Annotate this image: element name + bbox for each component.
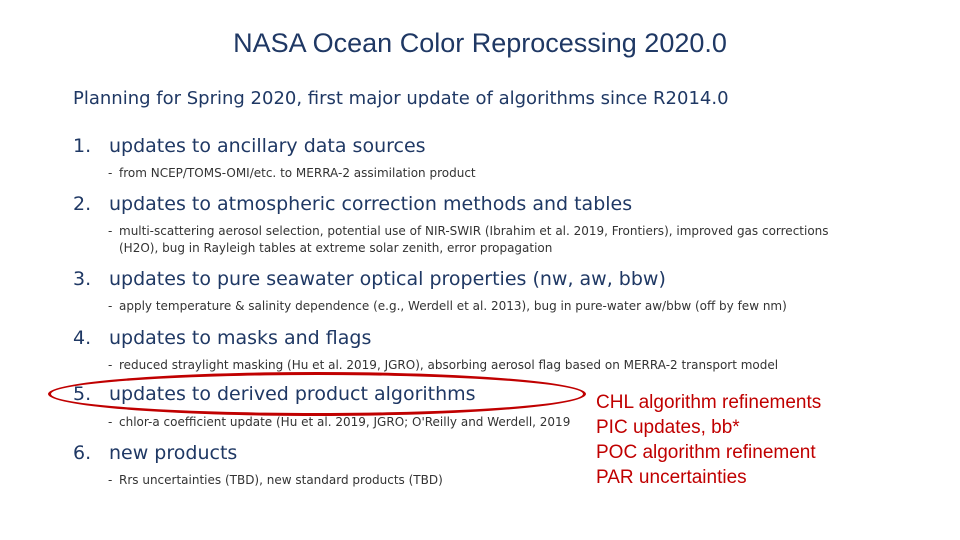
sub-item-5: - chlor-a coefficient update (Hu et al. 2… <box>108 414 570 431</box>
callout-line-pic: PIC updates, bb* <box>596 417 740 438</box>
item-number: 4. <box>73 327 92 349</box>
item-label: updates to ancillary data sources <box>109 135 426 157</box>
item-number: 5. <box>73 383 92 405</box>
sub-item-text-continued: (H2O), bug in Rayleigh tables at extreme… <box>119 241 553 255</box>
bullet-dash: - <box>108 166 113 180</box>
sub-item-text: multi-scattering aerosol selection, pote… <box>119 224 829 238</box>
intro-text: Planning for Spring 2020, first major up… <box>73 88 729 109</box>
item-number: 2. <box>73 193 92 215</box>
list-item-4: 4. updates to masks and flags <box>73 327 371 349</box>
callout-box: CHL algorithm refinements PIC updates, b… <box>596 390 821 490</box>
item-label: updates to derived product algorithms <box>109 383 476 405</box>
sub-item-text: reduced straylight masking (Hu et al. 20… <box>119 358 779 372</box>
sub-item-text: chlor-a coefficient update (Hu et al. 20… <box>119 415 571 429</box>
bullet-dash: - <box>108 358 113 372</box>
item-label: updates to masks and flags <box>109 327 372 349</box>
item-number: 6. <box>73 442 92 464</box>
bullet-dash: - <box>108 224 113 238</box>
item-label: new products <box>109 442 238 464</box>
list-item-3: 3. updates to pure seawater optical prope… <box>73 268 666 290</box>
callout-line-poc: POC algorithm refinement <box>596 442 816 463</box>
sub-item-6: - Rrs uncertainties (TBD), new standard p… <box>108 472 443 489</box>
callout-line-chl: CHL algorithm refinements <box>596 392 822 413</box>
sub-item-2: - multi-scattering aerosol selection, pot… <box>108 223 829 257</box>
item-label: updates to pure seawater optical propert… <box>109 268 666 290</box>
callout-line-par: PAR uncertainties <box>596 467 747 488</box>
sub-item-1: - from NCEP/TOMS-OMI/etc. to MERRA-2 assi… <box>108 165 476 182</box>
sub-item-4: - reduced straylight masking (Hu et al. 2… <box>108 357 778 374</box>
bullet-dash: - <box>108 473 113 487</box>
item-number: 3. <box>73 268 92 290</box>
sub-item-text: Rrs uncertainties (TBD), new standard pr… <box>119 473 443 487</box>
list-item-5: 5. updates to derived product algorithms <box>73 383 476 405</box>
item-number: 1. <box>73 135 92 157</box>
slide-title: NASA Ocean Color Reprocessing 2020.0 <box>233 28 727 58</box>
list-item-2: 2. updates to atmospheric correction meth… <box>73 193 632 215</box>
sub-item-3: - apply temperature & salinity dependence… <box>108 298 787 315</box>
list-item-1: 1. updates to ancillary data sources <box>73 135 426 157</box>
item-label: updates to atmospheric correction method… <box>109 193 633 215</box>
sub-item-text: apply temperature & salinity dependence … <box>119 299 787 313</box>
bullet-dash: - <box>108 415 113 429</box>
sub-item-text: from NCEP/TOMS-OMI/etc. to MERRA-2 assim… <box>119 166 476 180</box>
bullet-dash: - <box>108 299 113 313</box>
list-item-6: 6. new products <box>73 442 237 464</box>
